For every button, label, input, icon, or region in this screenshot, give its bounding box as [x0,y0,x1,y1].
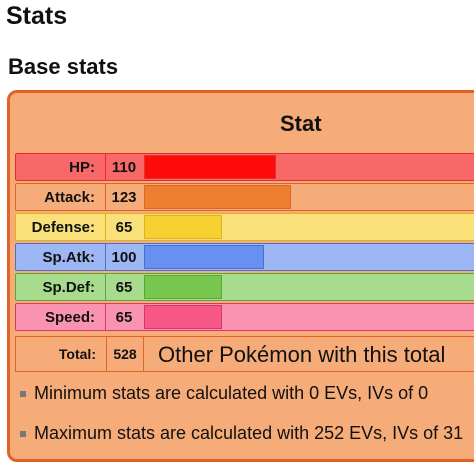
note-text: Maximum stats are calculated with 252 EV… [34,423,464,443]
stat-value: 110 [111,158,137,176]
stat-label: Speed: [16,304,106,330]
stat-value: 65 [115,278,133,296]
other-pokemon-link[interactable]: Other Pokémon with this total [158,342,446,367]
bullet-icon [20,431,26,438]
stat-label: Attack: [16,184,106,210]
stat-row: Sp.Def: 65 [15,273,474,301]
note-max-stats: Maximum stats are calculated with 252 EV… [20,423,463,444]
total-value: 528 [106,337,144,371]
base-stats-panel: Stat HP: 110 Attack: 123 Defense: 65 Sp.Atk: 10… [7,90,474,462]
page-title: Stats [6,2,68,30]
stat-bar-track [144,275,474,299]
total-row: Total: 528 Other Pokémon with this total [15,336,474,372]
note-text: Minimum stats are calculated with 0 EVs,… [34,383,429,403]
stat-label: Defense: [16,214,106,240]
stat-bar-fill [144,185,291,209]
stat-bar-fill [144,155,276,179]
stat-bar-fill [144,215,222,239]
stat-row: Sp.Atk: 100 [15,243,474,271]
stat-value: 65 [115,218,133,236]
stat-header: Stat [10,93,474,149]
stat-label: Sp.Atk: [16,244,106,270]
stat-bar-track [144,245,474,269]
stat-bar-track [144,155,474,179]
total-label: Total: [58,346,96,362]
stat-bar-fill [144,275,222,299]
stat-row: HP: 110 [15,153,474,181]
stat-bar-fill [144,245,264,269]
stat-bar-track [144,215,474,239]
stat-value: 100 [111,248,137,266]
section-title: Base stats [8,54,119,79]
stat-row: Speed: 65 [15,303,474,331]
note-min-stats: Minimum stats are calculated with 0 EVs,… [20,383,428,404]
stat-bar-track [144,305,474,329]
stat-value: 123 [111,188,137,206]
stat-header-label: Stat [280,111,322,136]
stat-value: 65 [115,308,133,326]
stat-row: Attack: 123 [15,183,474,211]
stat-label: HP: [16,154,106,180]
stat-bar-track [144,185,474,209]
stat-bar-fill [144,305,222,329]
bullet-icon [20,391,26,398]
stat-label: Sp.Def: [16,274,106,300]
stat-row: Defense: 65 [15,213,474,241]
